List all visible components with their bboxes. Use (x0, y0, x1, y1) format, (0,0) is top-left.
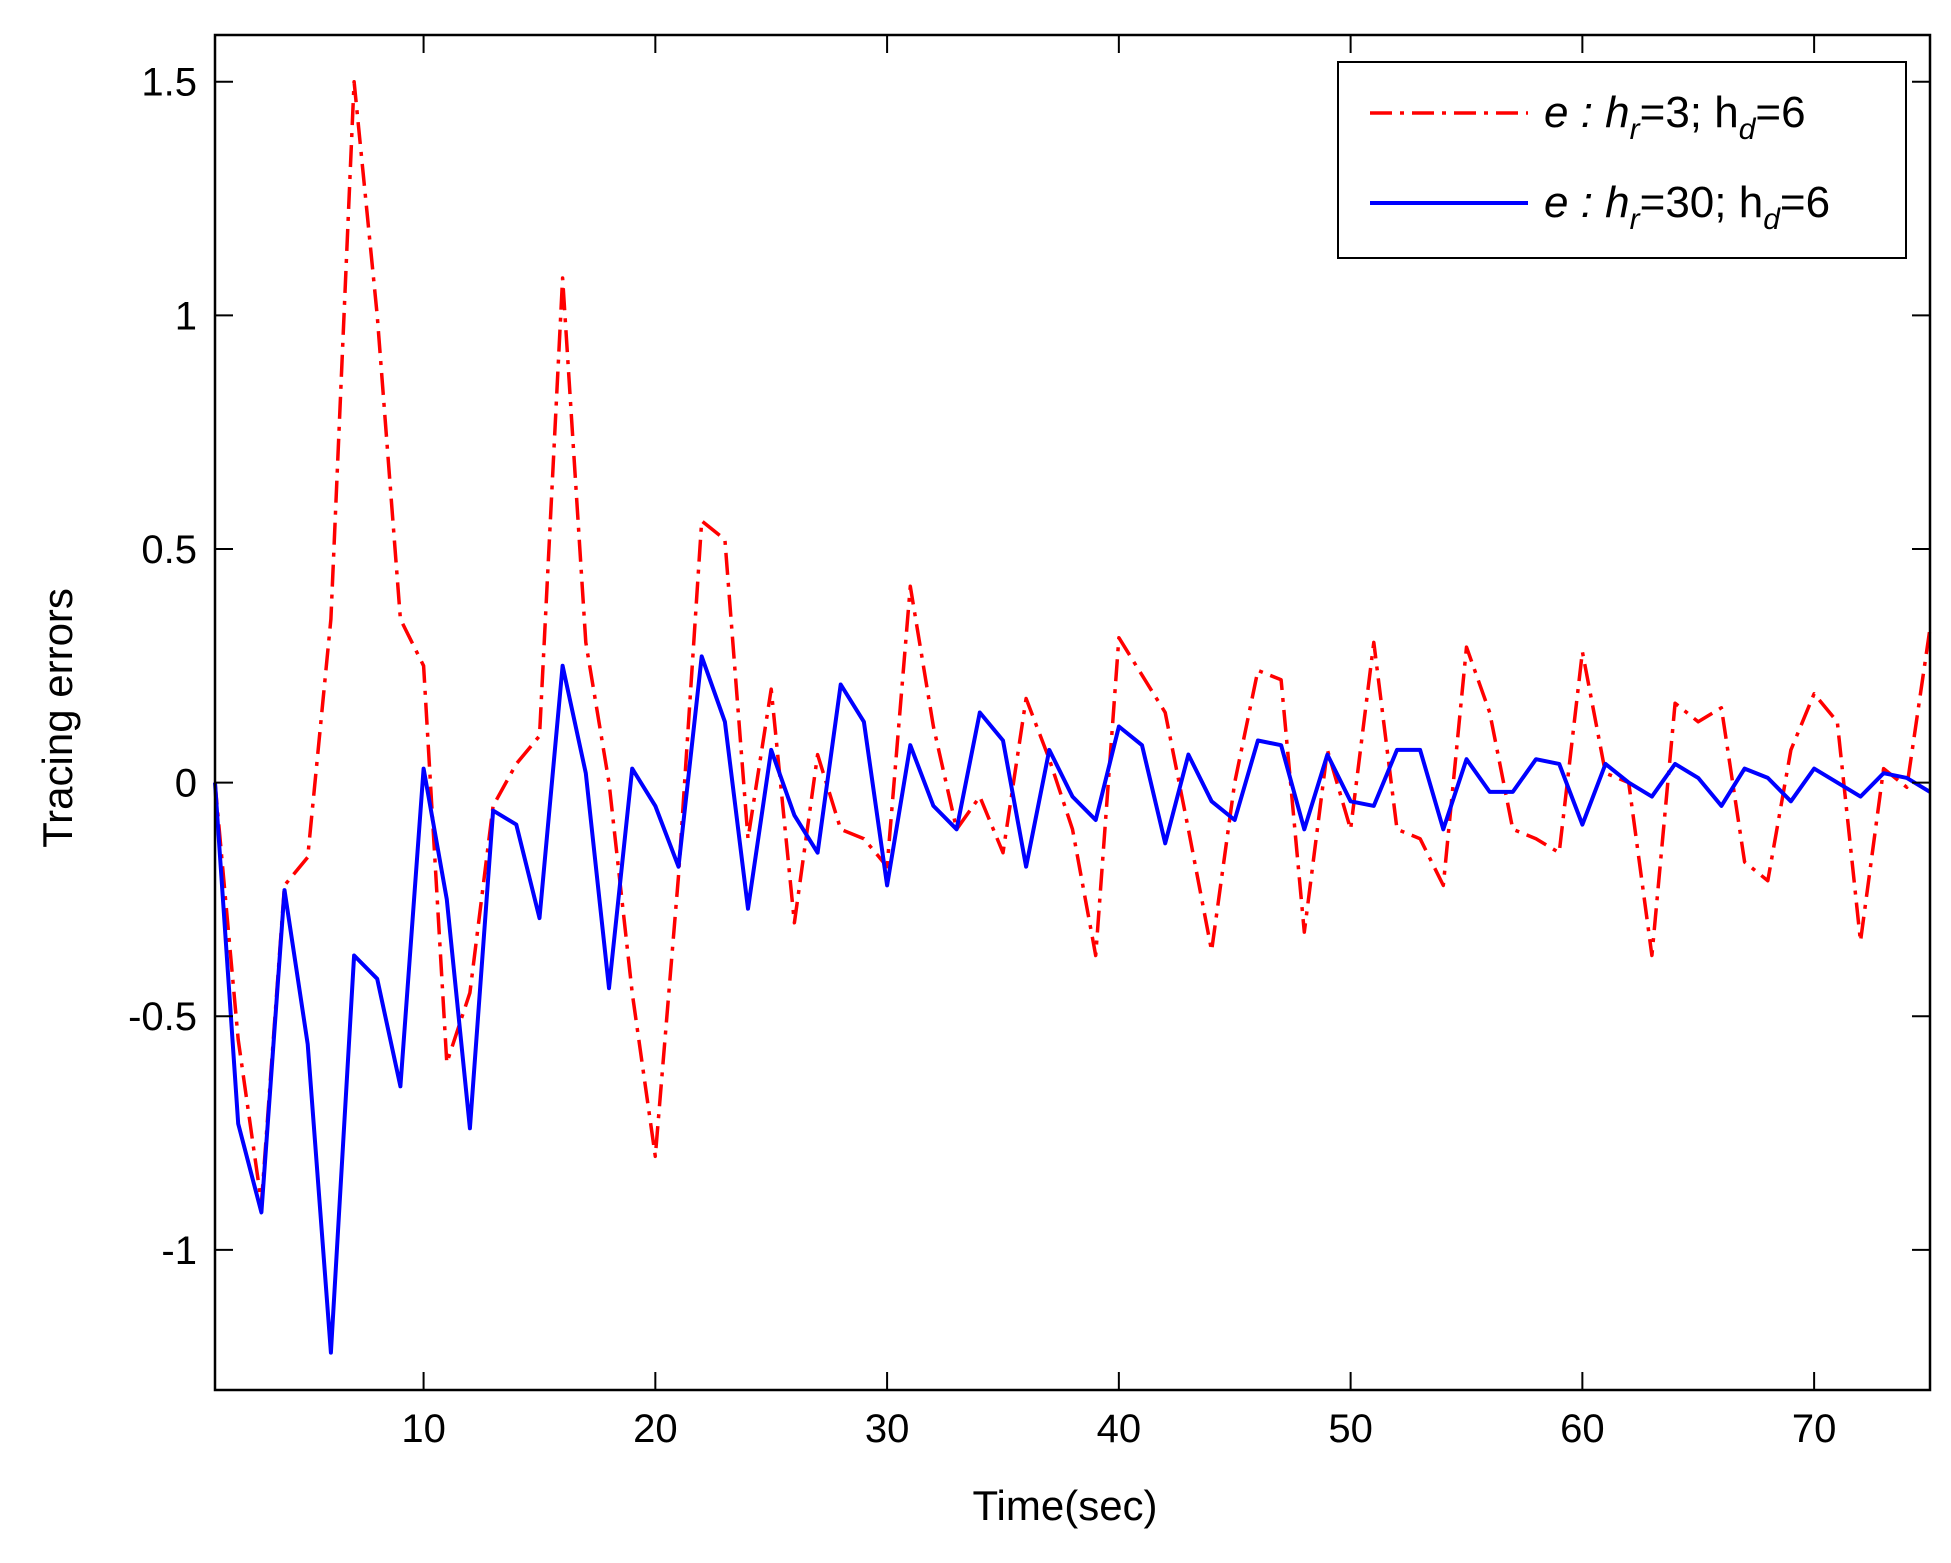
legend-entry-blue-prefix: e : h (1544, 178, 1630, 227)
legend: e : hr=3; hd=6 e : hr=30; hd=6 (1337, 61, 1907, 259)
legend-box (1337, 61, 1907, 259)
y-tick-label: -1 (161, 1229, 197, 1273)
x-tick-label: 20 (633, 1407, 678, 1451)
y-tick-label: 1 (175, 294, 197, 338)
y-tick-label: 1.5 (141, 61, 197, 105)
x-tick-label: 50 (1328, 1407, 1373, 1451)
legend-entry-red-sub1: r (1630, 113, 1641, 146)
legend-entry-blue-sub2: d (1763, 203, 1781, 236)
legend-entry-red-sub2: d (1739, 113, 1757, 146)
x-axis-label: Time(sec) (972, 1482, 1157, 1529)
y-tick-label: 0.5 (141, 528, 197, 572)
series-line-red-dashdot (213, 79, 1932, 1205)
x-tick-label: 10 (401, 1407, 446, 1451)
y-tick-label: 0 (175, 762, 197, 806)
x-tick-label: 60 (1560, 1407, 1605, 1451)
plot-frame (213, 33, 1932, 1392)
legend-entry-red-suffix: =6 (1755, 88, 1805, 137)
legend-entry-blue-suffix: =6 (1780, 178, 1830, 227)
x-tick-label: 30 (865, 1407, 910, 1451)
legend-entry-blue-sub1: r (1630, 203, 1641, 236)
legend-entry-red-mid: =3; h (1640, 88, 1739, 137)
x-tick-label: 40 (1097, 1407, 1142, 1451)
legend-entry-blue-mid: =30; h (1640, 178, 1764, 227)
legend-entry-red-prefix: e : h (1544, 88, 1630, 137)
y-axis-label: Tracing errors (34, 588, 81, 848)
x-tick-label: 70 (1792, 1407, 1837, 1451)
y-tick-label: -0.5 (128, 995, 197, 1039)
tick-layer: 10 20 30 40 50 60 70 1.5 1 0.5 0 -0.5 -1 (128, 35, 1930, 1451)
series-line-blue-solid (213, 654, 1932, 1355)
series-layer (213, 79, 1932, 1355)
legend-entry-red: e : hr=3; hd=6 (1544, 88, 1806, 146)
legend-entry-blue: e : hr=30; hd=6 (1544, 178, 1830, 236)
